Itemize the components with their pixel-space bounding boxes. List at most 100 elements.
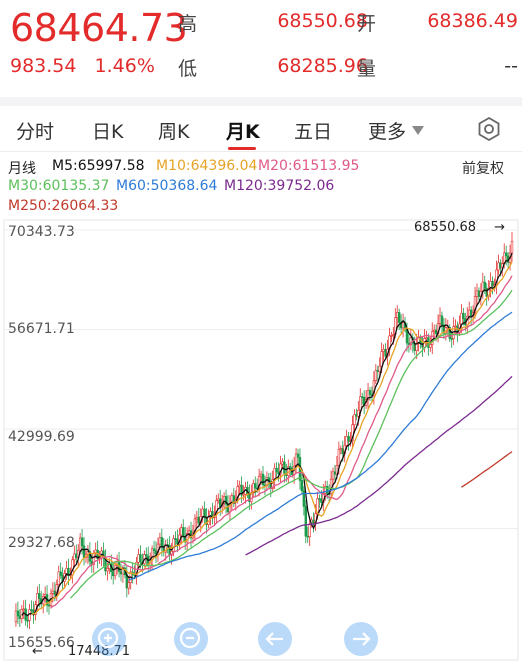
candle-body — [392, 334, 395, 336]
tab-monthly[interactable]: 月K — [226, 121, 260, 143]
tab-more[interactable]: 更多 — [368, 117, 425, 144]
candle-body — [481, 281, 485, 292]
candle-body — [254, 483, 257, 489]
caret-down-icon — [412, 126, 425, 135]
candle-body — [359, 396, 362, 411]
candle-body — [18, 615, 22, 619]
arrow-right-icon: → — [494, 220, 506, 235]
candle-body — [185, 533, 189, 543]
candle-body — [51, 590, 55, 594]
candle-body — [374, 370, 378, 382]
candle-body — [304, 506, 307, 537]
candle-body — [152, 548, 156, 551]
quote-header: 68464.73 983.54 1.46% 高 68550.68 开 68386… — [0, 0, 522, 92]
chart-frame — [3, 219, 519, 661]
candle-body — [201, 508, 204, 517]
y-tick-4: 29327.68 — [8, 535, 75, 551]
candle-body — [195, 517, 199, 520]
candle-body — [271, 479, 274, 489]
candle-body — [158, 537, 162, 545]
candle-body — [283, 461, 286, 474]
candle-body — [182, 527, 185, 537]
tab-weekly[interactable]: 周K — [158, 121, 190, 143]
candle-body — [401, 322, 405, 329]
candle-body — [355, 414, 358, 417]
legend-ma20: M20:61513.95 — [258, 158, 360, 174]
candle-body — [180, 527, 183, 536]
zoom-in-button[interactable] — [92, 622, 126, 656]
candle-body — [261, 473, 265, 486]
candle-body — [30, 609, 33, 611]
candlestick-chart[interactable] — [0, 218, 522, 661]
high-label: 高 — [178, 13, 198, 35]
candle-body — [300, 480, 304, 492]
candle-body — [145, 554, 148, 557]
ma250-line — [461, 451, 513, 488]
candle-body — [22, 608, 25, 611]
candle-body — [396, 312, 399, 318]
candle-body — [434, 329, 438, 334]
scroll-right-button[interactable] — [344, 622, 378, 656]
max-price-marker: 68550.68 → — [414, 220, 505, 235]
candle-body — [172, 538, 175, 552]
candle-body — [357, 410, 360, 417]
low-label: 低 — [178, 58, 198, 80]
legend-ma5: M5:65997.58 — [52, 158, 145, 174]
candle-body — [257, 475, 261, 489]
candle-body — [318, 498, 321, 501]
y-tick-3: 42999.69 — [8, 429, 75, 445]
price-change: 983.54 1.46% — [10, 55, 167, 77]
candle-body — [273, 467, 276, 480]
legend-ma10: M10:64396.04 — [156, 158, 258, 174]
candle-body — [259, 473, 263, 477]
candle-body — [425, 337, 428, 339]
candle-body — [80, 537, 84, 547]
candle-body — [469, 309, 473, 317]
candle-body — [160, 537, 164, 548]
volume-value: -- — [504, 55, 518, 77]
candle-body — [242, 493, 245, 496]
ma20-line — [50, 275, 513, 609]
candle-body — [504, 252, 508, 257]
candle-body — [119, 571, 123, 575]
candle-body — [47, 604, 51, 607]
candle-body — [483, 281, 486, 289]
candle-body — [331, 471, 335, 480]
arrow-left-icon: ← — [32, 644, 43, 659]
zoom-out-button[interactable] — [174, 622, 208, 656]
candle-body — [438, 315, 442, 324]
candle-body — [397, 312, 401, 323]
candle-body — [57, 571, 60, 585]
candle-body — [384, 349, 387, 357]
tab-five-day[interactable]: 五日 — [294, 121, 333, 143]
candle-body — [65, 567, 68, 574]
candle-body — [16, 610, 20, 617]
legend-ma30: M30:60135.37 — [8, 178, 110, 194]
candle-body — [302, 490, 306, 507]
ma-legend: 月线 M5:65997.58 M10:64396.04 M20:61513.95… — [0, 155, 522, 217]
ma120-line — [245, 375, 513, 556]
candle-body — [368, 390, 372, 395]
adjust-mode[interactable]: 前复权 — [462, 161, 504, 177]
candle-body — [75, 553, 78, 558]
open-value: 68386.49 — [427, 10, 518, 32]
min-price-marker: ← 17448.71 — [32, 644, 130, 659]
candle-body — [337, 449, 341, 466]
candle-body — [306, 535, 309, 538]
candle-body — [53, 590, 57, 595]
scroll-left-button[interactable] — [258, 622, 292, 656]
candle-body — [390, 335, 393, 337]
candle-body — [187, 530, 191, 534]
candle-body — [308, 523, 311, 538]
candle-body — [325, 486, 329, 494]
candle-body — [361, 396, 364, 398]
candle-body — [36, 593, 39, 606]
low-value: 68285.96 — [277, 55, 368, 77]
max-price-label: 68550.68 — [414, 220, 477, 235]
tab-daily[interactable]: 日K — [92, 121, 124, 143]
candle-body — [289, 466, 292, 469]
tab-intraday[interactable]: 分时 — [16, 121, 55, 143]
candle-body — [127, 582, 130, 589]
settings-icon[interactable] — [476, 116, 502, 142]
y-tick-2: 56671.71 — [8, 321, 75, 337]
